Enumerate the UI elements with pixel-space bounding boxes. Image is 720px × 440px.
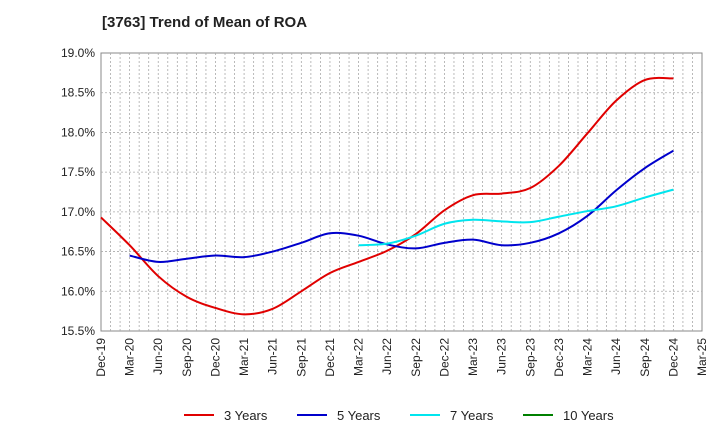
series-line-7-years bbox=[358, 188, 674, 247]
y-tick-label: 19.0% bbox=[61, 46, 95, 60]
x-tick-label: Mar-21 bbox=[237, 338, 251, 376]
x-tick-label: Sep-21 bbox=[294, 338, 308, 377]
x-tick-label: Sep-23 bbox=[523, 338, 537, 377]
x-tick-label: Jun-22 bbox=[380, 338, 394, 375]
grid bbox=[101, 53, 702, 331]
series-layer bbox=[100, 76, 674, 316]
y-tick-label: 16.5% bbox=[61, 245, 95, 259]
x-tick-label: Jun-23 bbox=[495, 338, 509, 375]
chart-title: [3763] Trend of Mean of ROA bbox=[102, 14, 308, 31]
x-tick-label: Dec-20 bbox=[208, 338, 222, 377]
x-tick-label: Mar-23 bbox=[466, 338, 480, 376]
x-tick-label: Mar-25 bbox=[695, 338, 709, 376]
series-line-5-years bbox=[129, 149, 674, 263]
x-tick-label: Dec-23 bbox=[552, 338, 566, 377]
x-tick-label: Mar-24 bbox=[581, 338, 595, 376]
series-line-3-years bbox=[100, 76, 674, 316]
x-tick-label: Sep-22 bbox=[409, 338, 423, 377]
y-tick-label: 18.5% bbox=[61, 86, 95, 100]
x-tick-label: Dec-24 bbox=[666, 338, 680, 377]
x-tick-label: Sep-20 bbox=[180, 338, 194, 377]
x-tick-label: Jun-20 bbox=[151, 338, 165, 375]
y-tick-label: 15.5% bbox=[61, 324, 95, 338]
legend-label: 5 Years bbox=[337, 408, 381, 423]
x-tick-label: Sep-24 bbox=[638, 338, 652, 377]
legend-label: 7 Years bbox=[450, 408, 494, 423]
y-axis: 15.5% 16.0% 16.5% 17.0% 17.5% 18.0% 18.5% 19.0% bbox=[61, 46, 95, 338]
x-tick-label: Mar-22 bbox=[352, 338, 366, 376]
x-tick-label: Mar-20 bbox=[123, 338, 137, 376]
x-tick-label: Jun-21 bbox=[266, 338, 280, 375]
x-tick-label: Dec-21 bbox=[323, 338, 337, 377]
y-tick-label: 16.0% bbox=[61, 284, 95, 298]
x-axis: Dec-19 Mar-20 Jun-20 Sep-20 Dec-20 Mar-21 Jun-… bbox=[94, 338, 709, 377]
legend: 3 Years 5 Years 7 Years 10 Years bbox=[184, 408, 614, 423]
legend-label: 10 Years bbox=[563, 408, 614, 423]
x-tick-label: Dec-19 bbox=[94, 338, 108, 377]
y-tick-label: 17.5% bbox=[61, 165, 95, 179]
y-tick-label: 18.0% bbox=[61, 125, 95, 139]
y-tick-label: 17.0% bbox=[61, 205, 95, 219]
x-tick-label: Jun-24 bbox=[609, 338, 623, 375]
plot-area bbox=[100, 52, 703, 332]
legend-label: 3 Years bbox=[224, 408, 268, 423]
x-tick-label: Dec-22 bbox=[437, 338, 451, 377]
